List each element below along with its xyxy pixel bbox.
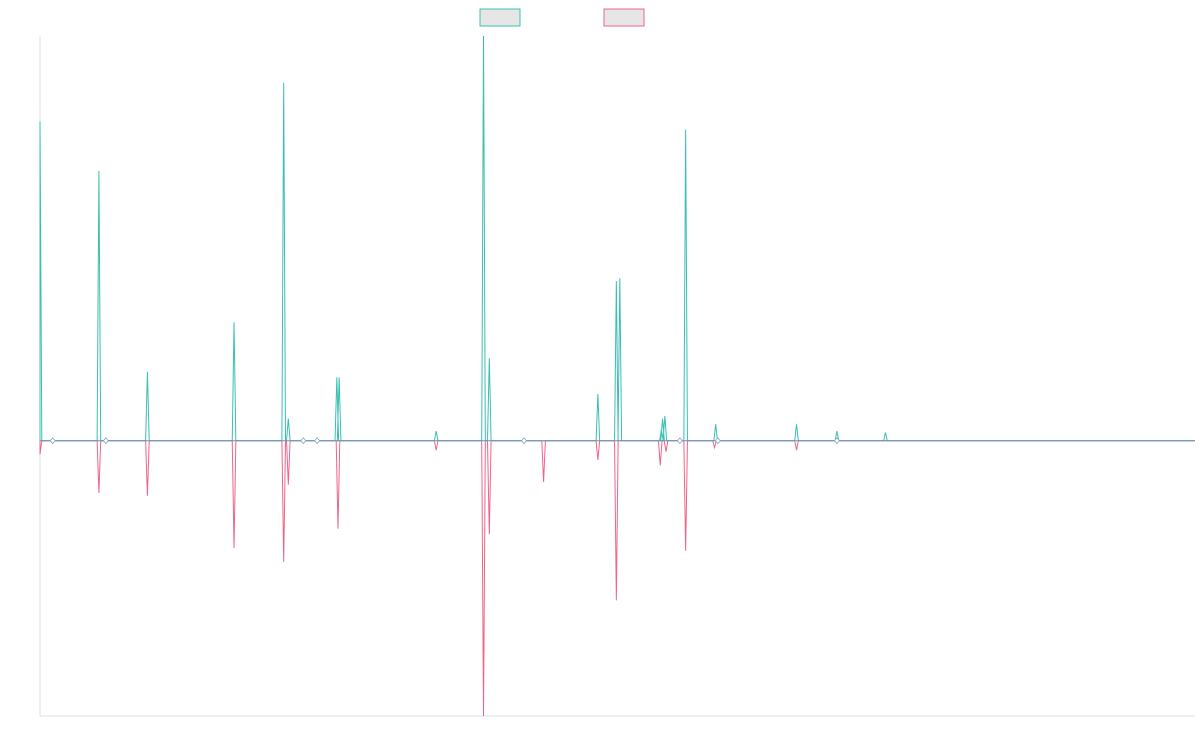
legend[interactable] [479,8,645,27]
legend-swatch-b[interactable] [603,8,645,27]
baseline-marker-0 [49,437,56,445]
legend-swatch-a[interactable] [479,8,521,27]
baseline-marker-1 [102,437,109,445]
series-layer [39,35,1195,717]
baseline-marker-3 [314,437,321,445]
baseline-marker-7 [833,437,840,445]
baseline-marker-2 [300,437,307,445]
baseline-marker-5 [676,437,683,445]
series-line-b [39,440,1195,717]
baseline-marker-6 [714,437,722,445]
marker-layer [49,437,840,445]
series-line-a [39,35,1195,442]
baseline-marker-4 [520,437,527,445]
